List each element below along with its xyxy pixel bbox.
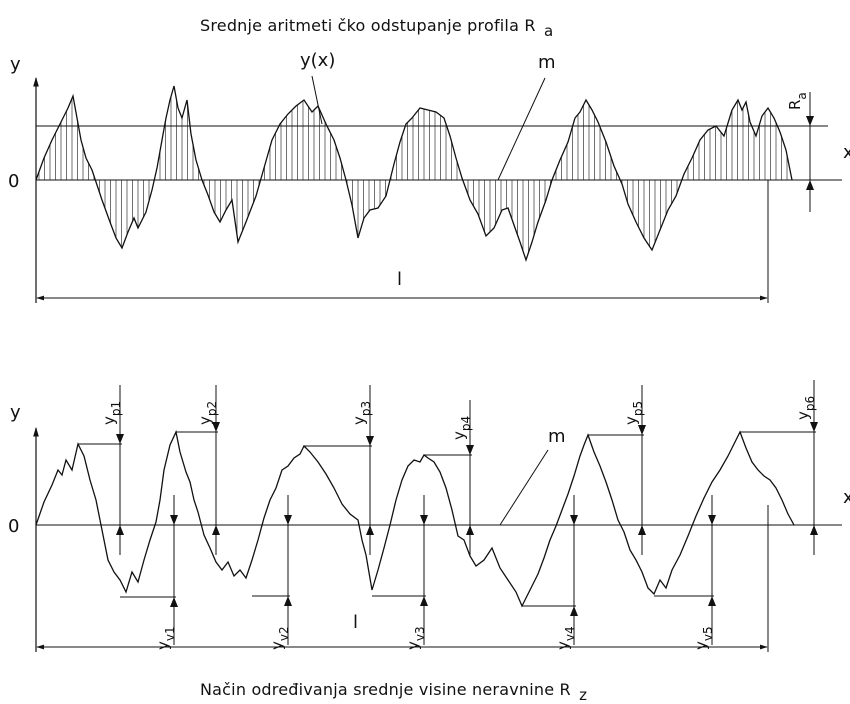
valley-arrow-bottom bbox=[570, 606, 578, 616]
valley-label-sub: v5 bbox=[701, 626, 715, 641]
valley-label-3: yv3 bbox=[404, 626, 427, 650]
peak-label-main: y bbox=[350, 416, 368, 425]
valley-label-4: yv4 bbox=[554, 626, 577, 650]
top-y-axis-label: y bbox=[10, 54, 21, 75]
peak-arrow-top bbox=[466, 445, 474, 455]
peak-arrow-top bbox=[810, 422, 818, 432]
peak-arrow-bottom bbox=[116, 525, 124, 535]
valley-label-sub: v4 bbox=[563, 626, 577, 641]
top-hatch-lines bbox=[38, 96, 788, 253]
peak-label-main: y bbox=[622, 416, 640, 425]
bottom-mean-label: m bbox=[548, 426, 566, 447]
valley-label-main: y bbox=[404, 641, 422, 650]
top-zero-label: 0 bbox=[8, 171, 19, 192]
ra-arrow-top bbox=[806, 116, 814, 126]
peak-label-6: yp6 bbox=[794, 396, 817, 420]
peak-label-4: yp4 bbox=[450, 416, 473, 440]
valley-arrow-bottom bbox=[420, 596, 428, 606]
bottom-x-axis-label: x bbox=[843, 487, 850, 508]
top-x-axis-label: x bbox=[843, 142, 850, 163]
curve-label: y(x) bbox=[300, 50, 335, 71]
bottom-title-subscript: z bbox=[579, 686, 588, 704]
peak-label-main: y bbox=[450, 431, 468, 440]
valley-arrow-top bbox=[570, 515, 578, 525]
peak-arrow-bottom bbox=[366, 525, 374, 535]
peak-arrow-bottom bbox=[638, 525, 646, 535]
top-length-label: l bbox=[397, 269, 402, 290]
top-mean-leader-line bbox=[497, 77, 546, 181]
peak-arrow-bottom bbox=[810, 525, 818, 535]
ra-label: Ra bbox=[786, 92, 809, 110]
peak-arrow-top bbox=[366, 436, 374, 446]
valley-label-2: yv2 bbox=[268, 626, 291, 650]
peak-label-main: y bbox=[794, 411, 812, 420]
peak-arrow-top bbox=[116, 434, 124, 444]
peak-label-5: yp5 bbox=[622, 401, 645, 425]
peak-label-sub: p1 bbox=[109, 401, 123, 416]
peak-arrow-top bbox=[638, 425, 646, 435]
valley-label-main: y bbox=[268, 641, 286, 650]
valley-arrow-bottom bbox=[170, 597, 178, 607]
peak-label-sub: p2 bbox=[205, 401, 219, 416]
valley-label-main: y bbox=[154, 641, 172, 650]
bottom-y-axis-label: y bbox=[10, 402, 21, 423]
ra-arrow-bottom bbox=[806, 180, 814, 190]
bottom-length-label: l bbox=[353, 612, 358, 633]
curve-leader-line bbox=[311, 75, 323, 125]
valley-arrow-top bbox=[708, 515, 716, 525]
peak-label-sub: p3 bbox=[359, 401, 373, 416]
ra-label-main: R bbox=[786, 100, 804, 110]
top-figure-title: Srednje aritmeti čko odstupanje profila … bbox=[200, 16, 553, 40]
valley-arrow-top bbox=[170, 515, 178, 525]
valley-label-1: yv1 bbox=[154, 626, 177, 650]
top-profile-curve bbox=[35, 85, 793, 263]
valley-label-main: y bbox=[692, 641, 710, 650]
peak-label-1: yp1 bbox=[100, 401, 123, 425]
top-title-main: Srednje aritmeti čko odstupanje profila … bbox=[200, 16, 536, 35]
peak-label-2: yp2 bbox=[196, 401, 219, 425]
bottom-mean-leader-line bbox=[499, 449, 549, 526]
peak-label-sub: p6 bbox=[803, 396, 817, 411]
bottom-zero-label: 0 bbox=[8, 516, 19, 537]
bottom-figure-title: Način određivanja srednje visine neravni… bbox=[200, 680, 587, 704]
peak-arrow-bottom bbox=[212, 525, 220, 535]
bottom-title-main: Način određivanja srednje visine neravni… bbox=[200, 680, 571, 699]
top-mean-label: m bbox=[538, 52, 556, 73]
valley-label-5: yv5 bbox=[692, 626, 715, 650]
top-title-subscript: a bbox=[543, 22, 554, 40]
peak-label-sub: p4 bbox=[459, 416, 473, 431]
peak-label-sub: p5 bbox=[631, 401, 645, 416]
peak-label-main: y bbox=[100, 416, 118, 425]
valley-label-sub: v1 bbox=[163, 626, 177, 641]
top-figure: y 0 x y(x) m Ra l bbox=[8, 50, 850, 303]
valley-arrow-top bbox=[284, 515, 292, 525]
valley-label-main: y bbox=[554, 641, 572, 650]
ra-label-sub: a bbox=[795, 92, 809, 99]
valley-label-sub: v3 bbox=[413, 626, 427, 641]
bottom-profile-curve bbox=[35, 429, 795, 608]
peak-arrow-top bbox=[212, 422, 220, 432]
peak-label-main: y bbox=[196, 416, 214, 425]
peak-arrow-bottom bbox=[466, 525, 474, 535]
valley-label-sub: v2 bbox=[277, 626, 291, 641]
valley-arrow-top bbox=[420, 515, 428, 525]
peak-label-3: yp3 bbox=[350, 401, 373, 425]
valley-arrow-bottom bbox=[284, 596, 292, 606]
valley-arrow-bottom bbox=[708, 596, 716, 606]
